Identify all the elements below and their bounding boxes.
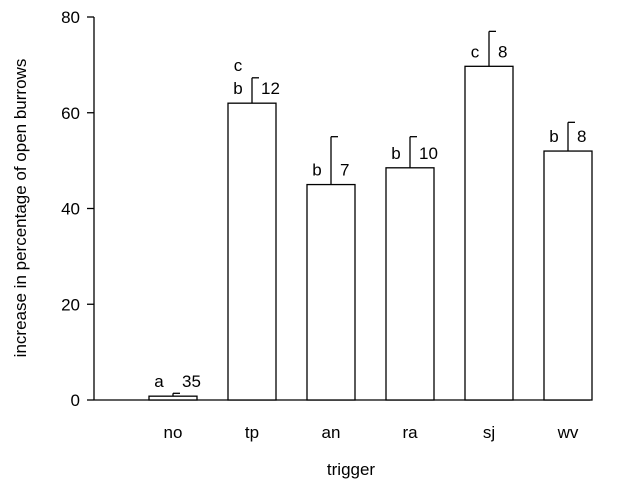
bar-wv <box>543 150 593 401</box>
bar-no <box>148 395 198 401</box>
y-tick-label: 80 <box>61 8 80 27</box>
sample-size-tp: 12 <box>261 79 280 98</box>
y-tick-label: 0 <box>71 391 80 410</box>
y-ticks: 0 20 40 60 80 <box>61 8 94 410</box>
error-bars <box>172 30 575 397</box>
significance-letter-no: a <box>154 372 164 391</box>
significance-letter-an: b <box>312 161 321 180</box>
sample-size-wv: 8 <box>577 127 586 146</box>
bar-tp <box>227 102 277 401</box>
y-tick-label: 20 <box>61 295 80 314</box>
sample-size-an: 7 <box>340 161 349 180</box>
bars <box>148 65 593 401</box>
y-tick-label: 60 <box>61 104 80 123</box>
x-tick-label-ra: ra <box>402 423 418 442</box>
significance-letter-wv: b <box>549 127 558 146</box>
sample-size-sj: 8 <box>498 42 507 61</box>
significance-letter-sj: c <box>471 42 480 61</box>
x-axis-title: trigger <box>327 460 376 479</box>
y-tick-label: 40 <box>61 200 80 219</box>
x-tick-label-an: an <box>322 423 341 442</box>
y-axis-title: increase in percentage of open burrows <box>11 59 30 358</box>
sample-size-ra: 10 <box>419 144 438 163</box>
sample-size-no: 35 <box>182 372 201 391</box>
x-tick-label-no: no <box>164 423 183 442</box>
significance-letter-tp: c <box>234 56 243 75</box>
bar-ra <box>385 167 435 401</box>
x-tick-label-sj: sj <box>483 423 495 442</box>
bar-sj <box>464 65 514 401</box>
x-tick-label-wv: wv <box>557 423 579 442</box>
significance-letter-tp: b <box>233 79 242 98</box>
x-tick-label-tp: tp <box>245 423 259 442</box>
x-ticks: no tp an ra sj wv <box>164 423 579 442</box>
significance-letter-ra: b <box>391 144 400 163</box>
bar-an <box>306 183 356 401</box>
